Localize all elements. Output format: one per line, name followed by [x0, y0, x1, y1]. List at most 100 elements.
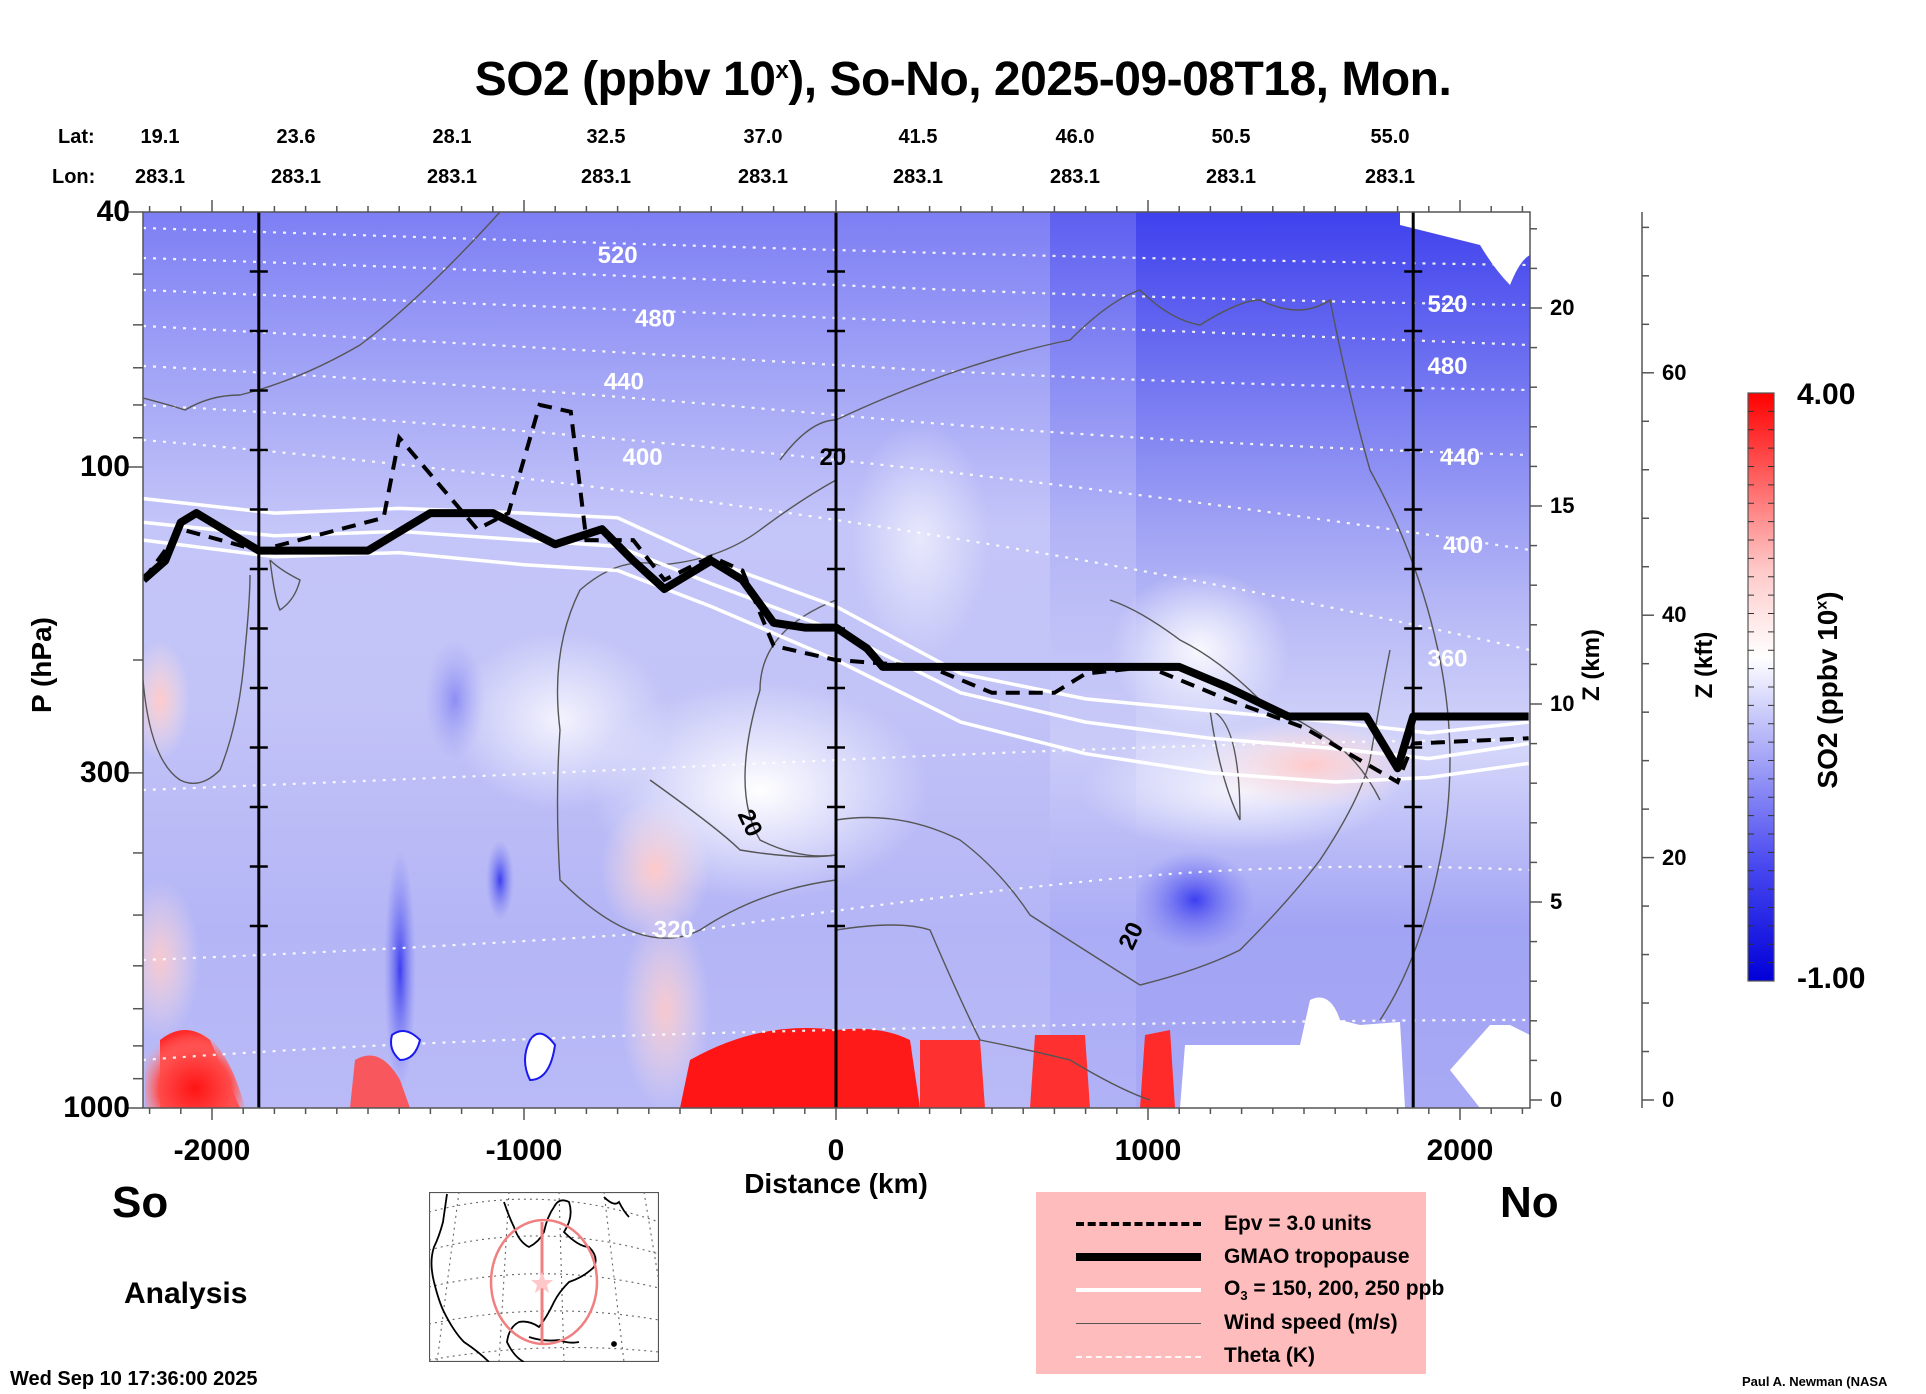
lat-value: 41.5: [898, 126, 938, 148]
legend-label: Epv = 3.0 units: [1224, 1212, 1372, 1235]
z-km-tick-label: 10: [1550, 691, 1575, 716]
colorbar-label-text: SO2 (ppbv 10: [1812, 609, 1843, 789]
epv-contour: [143, 402, 1529, 785]
legend-label: Wind speed (m/s): [1224, 1311, 1398, 1334]
theta-label: 520: [598, 242, 638, 269]
lon-value: 283.1: [1364, 166, 1416, 188]
chart-title: SO2 (ppbv 10x), So-No, 2025-09-08T18, Mo…: [0, 52, 1926, 107]
theta-label: 440: [604, 369, 644, 396]
legend-item-epv: Epv = 3.0 units: [1036, 1207, 1426, 1241]
z-kft-tick-label: 0: [1662, 1087, 1675, 1112]
legend-item-tropopause: GMAO tropopause: [1036, 1240, 1426, 1274]
graticule: [429, 1192, 659, 1362]
y-tick-label: 40: [96, 195, 130, 228]
title-text: SO2 (ppbv 10: [474, 53, 776, 106]
theta-contours: [143, 226, 1530, 1062]
inset-map-frame: [429, 1192, 659, 1362]
theta-label: 360: [1427, 645, 1467, 672]
z-km-axis-label: Z (km): [1578, 629, 1605, 701]
colorbar-label: SO2 (ppbv 10x): [1812, 591, 1844, 788]
y-tick-label: 300: [79, 755, 130, 789]
colorbar: [1747, 392, 1775, 982]
colorbar-label-suffix: ): [1812, 591, 1843, 601]
lon-value: 283.1: [892, 166, 944, 188]
z-km-tick-label: 15: [1550, 493, 1575, 518]
lon-value: 283.1: [270, 166, 322, 188]
lat-value: 23.6: [276, 126, 316, 148]
inset-map: [429, 1192, 659, 1362]
legend-swatch-thick: [1076, 1253, 1201, 1261]
legend-swatch-dotted: [1076, 1356, 1201, 1358]
z-kft-axis-ticks: [1642, 226, 1654, 1101]
colorbar-label-sup: x: [1813, 600, 1831, 610]
x-tick-label: 2000: [1426, 1134, 1494, 1167]
legend-swatch-thin: [1076, 1323, 1201, 1324]
legend-label-sub: 3: [1240, 1288, 1248, 1304]
theta-label: 320: [654, 917, 694, 944]
analysis-label: Analysis: [124, 1277, 248, 1310]
x-tick-label: 0: [827, 1134, 845, 1167]
x-axis-ticks: [148, 200, 1524, 1120]
x-tick-label: -1000: [485, 1134, 563, 1167]
lon-value: 283.1: [426, 166, 478, 188]
range-circle: [489, 1218, 599, 1346]
x-tick-label: 1000: [1114, 1134, 1182, 1167]
y-axis-ticks: [125, 211, 143, 1109]
lat-value: 46.0: [1055, 126, 1095, 148]
y-tick-label: 100: [79, 450, 130, 484]
colorbar-ticks: [1748, 410, 1774, 964]
colorbar-max-label: 4.00: [1797, 378, 1856, 411]
lon-value: 283.1: [737, 166, 789, 188]
theta-label: 520: [1427, 291, 1467, 318]
south-end-label: So: [112, 1178, 169, 1227]
lat-value: 32.5: [586, 126, 626, 148]
z-km-tick-label: 5: [1550, 889, 1563, 914]
credit-text: Paul A. Newman (NASA: [1742, 1374, 1888, 1389]
lon-value: 283.1: [134, 166, 186, 188]
x-tick-label: -2000: [173, 1134, 251, 1167]
legend-swatch-dashed: [1076, 1222, 1201, 1226]
legend-label-rest: = 150, 200, 250 ppb: [1247, 1276, 1445, 1300]
z-km-axis-ticks: [1530, 228, 1542, 1101]
lon-value: 283.1: [580, 166, 632, 188]
tropopause-line: [143, 509, 1529, 773]
z-kft-axis-label: Z (kft): [1691, 631, 1718, 699]
legend-swatch-white: [1076, 1288, 1201, 1292]
lon-value: 283.1: [1049, 166, 1101, 188]
legend-item-theta: Theta (K): [1036, 1339, 1426, 1373]
z-km-tick-label: 20: [1550, 295, 1575, 320]
timestamp: Wed Sep 10 17:36:00 2025: [10, 1368, 258, 1390]
tropopause-path: [143, 509, 1529, 773]
colorbar-min-label: -1.00: [1797, 962, 1866, 995]
lat-label: Lat:: [58, 126, 95, 148]
lat-value: 37.0: [743, 126, 783, 148]
legend-label-o: O: [1224, 1276, 1241, 1300]
z-kft-tick-label: 40: [1662, 602, 1687, 628]
y-axis-label: P (hPa): [26, 617, 57, 713]
z-kft-tick-label: 20: [1662, 844, 1687, 870]
theta-label: 480: [1427, 353, 1467, 380]
theta-label: 440: [1440, 444, 1480, 471]
legend-item-o3: O3 = 150, 200, 250 ppb: [1036, 1273, 1444, 1307]
legend-item-wind: Wind speed (m/s): [1036, 1306, 1426, 1340]
wind-label: 20: [820, 444, 847, 471]
x-axis-label: Distance (km): [744, 1168, 928, 1199]
north-end-label: No: [1500, 1178, 1559, 1227]
theta-label: 400: [623, 444, 663, 471]
y-tick-label: 1000: [63, 1091, 130, 1124]
z-kft-tick-label: 60: [1662, 359, 1687, 385]
legend-label: O3 = 150, 200, 250 ppb: [1224, 1277, 1444, 1303]
theta-label: 480: [635, 306, 675, 333]
center-star-icon: [531, 1272, 553, 1293]
lat-value: 28.1: [432, 126, 472, 148]
title-suffix: ), So-No, 2025-09-08T18, Mon.: [788, 53, 1452, 106]
legend-label: GMAO tropopause: [1224, 1245, 1410, 1268]
epv-line: [143, 402, 1529, 785]
lon-value: 283.1: [1205, 166, 1257, 188]
section-lines: [249, 212, 1423, 1108]
lat-value: 50.5: [1211, 126, 1251, 148]
title-superscript: x: [775, 57, 789, 84]
legend-label: Theta (K): [1224, 1344, 1315, 1367]
